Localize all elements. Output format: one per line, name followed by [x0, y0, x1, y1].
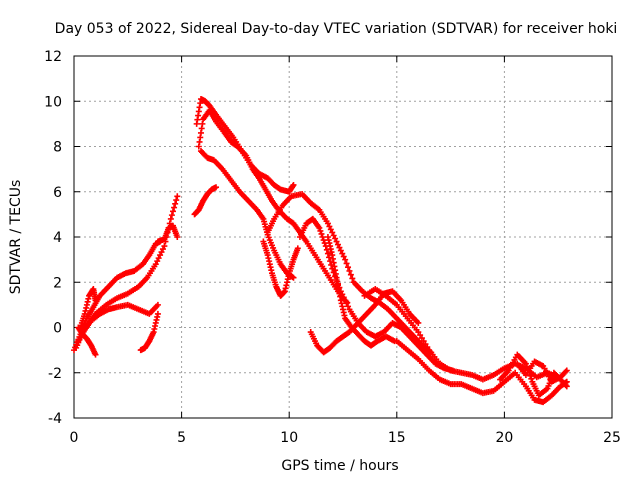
data-point [562, 382, 569, 389]
data-point [340, 253, 347, 260]
axis-ticks: 0 5 10 15 20 25 -4 -2 0 2 4 6 8 10 12 [44, 49, 621, 446]
data-point [290, 181, 297, 188]
data-point [154, 258, 161, 265]
data-point [155, 255, 162, 262]
data-point [332, 235, 339, 242]
data-point [346, 267, 353, 274]
data-point [349, 275, 356, 282]
series-track-5 [75, 324, 99, 358]
data-point [324, 220, 331, 227]
series-track-11 [191, 184, 220, 218]
data-point [327, 226, 334, 233]
series-track-1 [71, 238, 164, 354]
data-point [563, 383, 570, 390]
data-point [154, 301, 161, 308]
data-point [345, 264, 352, 271]
grid-lines [74, 56, 612, 418]
data-point [562, 368, 569, 375]
data-point [318, 230, 325, 237]
data-point [343, 260, 350, 267]
series-track-10 [197, 148, 297, 281]
data-point [343, 300, 350, 307]
data-point [415, 329, 422, 336]
data-point [329, 229, 336, 236]
data-point [333, 238, 340, 245]
data-point [324, 250, 331, 257]
x-tick-label: 15 [388, 430, 406, 446]
data-point [172, 200, 179, 207]
y-axis-label: SDTVAR / TECUs [8, 180, 24, 295]
data-point [168, 212, 175, 219]
data-point [174, 234, 181, 240]
data-point [294, 245, 301, 252]
y-tick-label: -2 [48, 366, 62, 382]
data-point [345, 303, 352, 310]
data-point [154, 310, 161, 317]
data-point [317, 227, 324, 234]
data-point [167, 215, 174, 222]
data-point [420, 338, 427, 345]
data-point [563, 367, 570, 374]
data-point [326, 223, 333, 230]
x-tick-label: 10 [280, 430, 298, 446]
data-point [213, 184, 220, 191]
data-point [174, 193, 181, 200]
y-tick-label: 0 [53, 321, 62, 337]
series-track-9 [195, 107, 351, 306]
series-track-12 [260, 238, 301, 299]
data-point [342, 256, 349, 263]
data-point [157, 252, 164, 259]
data-point [316, 224, 323, 231]
data-points [71, 95, 570, 406]
data-point [152, 261, 159, 268]
series-track-6 [137, 310, 161, 354]
data-point [161, 243, 168, 250]
data-point [159, 246, 166, 253]
data-point [422, 341, 429, 348]
x-axis-label: GPS time / hours [281, 458, 398, 474]
y-tick-label: 12 [44, 49, 62, 65]
data-point [92, 351, 99, 358]
data-point [347, 271, 354, 278]
data-point [415, 319, 422, 326]
data-point [319, 234, 326, 240]
data-point [337, 247, 344, 254]
data-point [522, 360, 529, 367]
y-tick-label: 4 [53, 230, 62, 246]
y-tick-label: -4 [48, 411, 62, 427]
data-point [418, 335, 425, 342]
y-tick-label: 2 [53, 275, 62, 291]
data-point [336, 244, 343, 251]
data-point [169, 208, 176, 215]
x-tick-label: 20 [495, 430, 513, 446]
data-point [173, 197, 180, 204]
y-tick-label: 10 [44, 94, 62, 110]
series-track-7 [154, 222, 181, 245]
data-point [92, 297, 99, 304]
y-tick-label: 6 [53, 185, 62, 201]
data-point [290, 274, 297, 281]
data-point [320, 237, 327, 244]
data-point [334, 241, 341, 248]
y-tick-label: 8 [53, 140, 62, 156]
series-track-20 [514, 358, 570, 385]
data-point [339, 250, 346, 257]
data-point [528, 375, 535, 382]
data-point [417, 332, 424, 339]
data-point [158, 249, 165, 256]
data-point [326, 254, 333, 261]
chart-title: Day 053 of 2022, Sidereal Day-to-day VTE… [55, 21, 618, 37]
series-track-19 [497, 351, 570, 399]
x-tick-label: 25 [603, 430, 621, 446]
data-point [171, 204, 178, 211]
data-point [424, 344, 431, 351]
x-tick-label: 0 [70, 430, 79, 446]
x-tick-label: 5 [177, 430, 186, 446]
data-point [330, 232, 337, 239]
